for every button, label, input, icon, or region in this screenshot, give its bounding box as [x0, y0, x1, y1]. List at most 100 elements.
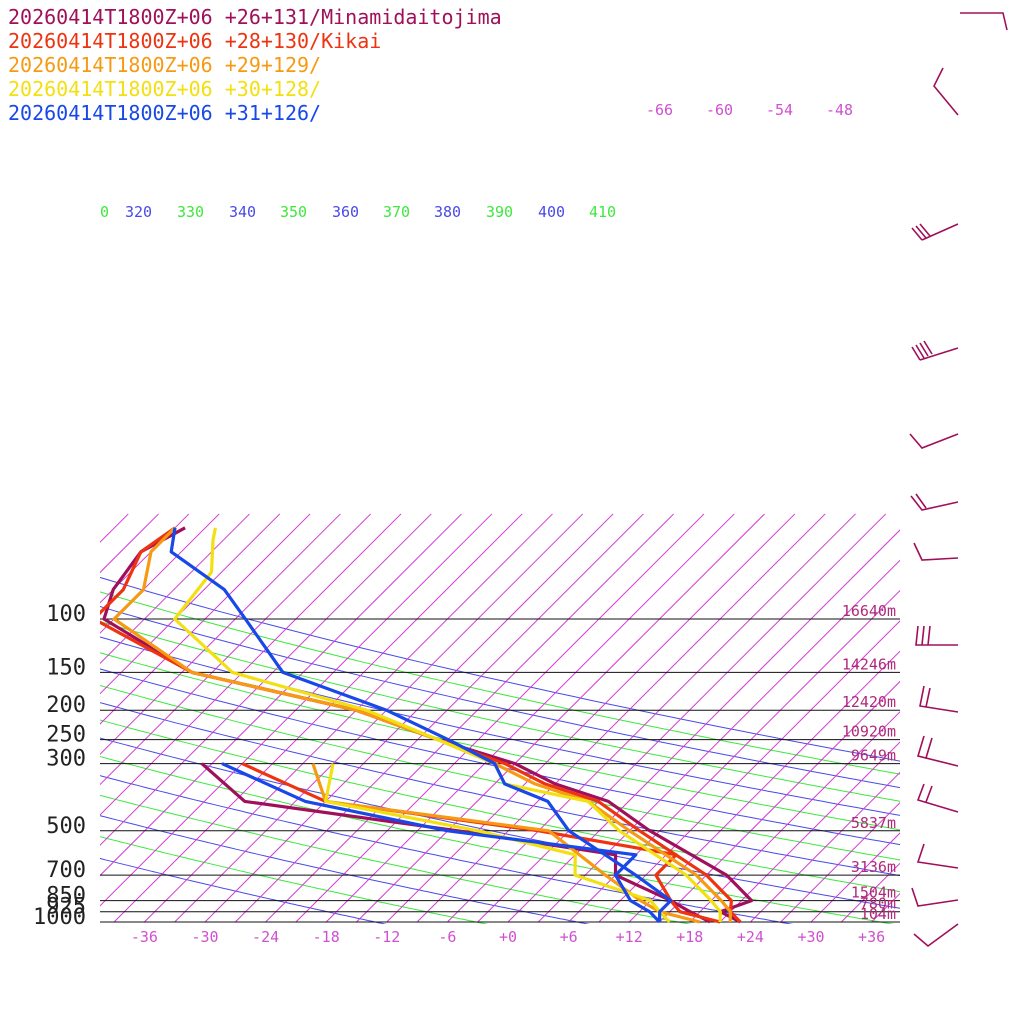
isotherm-line: [100, 513, 432, 846]
pressure-label: 250: [46, 723, 86, 748]
pressure-label: 500: [46, 814, 86, 839]
isotherm-line: [0, 514, 37, 922]
dry-adiabat-line: [100, 591, 900, 775]
dry-adiabat-line: [100, 636, 900, 816]
isotherm-line: [113, 513, 523, 923]
pressure-label: 925: [46, 895, 86, 920]
isotherm-line: [100, 513, 311, 725]
isotherm-line: [100, 513, 372, 786]
isotherm-line: [689, 711, 900, 923]
isotherm-line: [416, 513, 826, 923]
isotherm-line: [810, 832, 900, 923]
dewpoint-line--30-128: [324, 763, 671, 924]
isotherm-line: [234, 513, 644, 923]
dry-adiabat-line: [100, 621, 900, 802]
isotherm-line: [750, 771, 900, 923]
isotherm-line: [628, 650, 900, 923]
wind-barb: [911, 340, 959, 361]
isotherm-line: [659, 680, 900, 923]
wind-barb: [911, 887, 959, 907]
isotherm-line: [356, 513, 765, 923]
isotherm-line: [295, 513, 705, 923]
chart-legend: 20260414T1800Z+06 +26+131/Minamidaitojim…: [8, 5, 502, 125]
axis-labels: 100 16640m 150 14246m 200 12420m 250 10920m 300 9…: [33, 101, 896, 946]
theta-label: 330: [177, 203, 204, 221]
dry-adiabat-line: [100, 576, 900, 762]
dry-adiabat-line: [100, 857, 388, 924]
legend-entry: 20260414T1800Z+06 +29+129/: [8, 53, 321, 77]
wind-barb: [916, 735, 959, 767]
legend-entry: 20260414T1800Z+06 +28+130/Kikai: [8, 29, 381, 53]
dry-adiabat-line: [100, 815, 591, 924]
temperature-line-kikai: [100, 526, 742, 924]
theta-label: 410: [589, 203, 616, 221]
isotherm-line: [902, 514, 1024, 922]
wind-barb: [916, 843, 959, 869]
theta-label: 390: [486, 203, 513, 221]
legend-entry: 20260414T1800Z+06 +26+131/Minamidaitojim…: [8, 5, 502, 29]
theta-label: 360: [332, 203, 359, 221]
isotherm-line: [598, 620, 900, 923]
height-label: 5837m: [851, 814, 896, 832]
dry-adiabat-line: [100, 794, 692, 924]
pressure-label: 100: [46, 602, 86, 627]
height-label: 10920m: [842, 723, 896, 741]
height-label: 104m: [860, 905, 896, 923]
pressure-label: 200: [46, 693, 86, 718]
theta-label: 350: [280, 203, 307, 221]
theta-label: 0: [100, 203, 109, 221]
dry-adiabat-line: [100, 836, 489, 924]
temp-tick-label: +36: [858, 928, 885, 946]
legend-entry: 20260414T1800Z+06 +30+128/: [8, 77, 321, 101]
pressure-label: 850: [46, 884, 86, 909]
height-label: 9649m: [851, 747, 896, 765]
dry-adiabat-line: [100, 684, 900, 861]
wind-barb: [915, 625, 958, 646]
isotherm-label: -66: [646, 101, 673, 119]
temp-tick-label: -18: [313, 928, 340, 946]
temp-tick-label: -6: [438, 928, 456, 946]
isotherm-line: [447, 513, 856, 923]
temp-tick-label: +12: [616, 928, 643, 946]
temp-tick-label: +0: [499, 928, 517, 946]
wind-barb: [913, 542, 959, 561]
dry-adiabat-line: [100, 719, 900, 893]
theta-label: 380: [434, 203, 461, 221]
dry-adiabat-line: [100, 702, 900, 877]
dry-adiabat-line: [100, 606, 900, 789]
height-label: 1504m: [851, 884, 896, 902]
temperature-line--31-126: [169, 527, 673, 923]
isotherm-line: [780, 801, 900, 923]
wind-barb-column: [909, 12, 1008, 948]
dry-adiabat-line: [100, 775, 794, 924]
wind-barb: [913, 923, 959, 948]
height-label: 14246m: [842, 655, 896, 673]
pressure-label: 150: [46, 655, 86, 680]
temp-tick-label: -30: [191, 928, 218, 946]
wind-barb: [960, 12, 1008, 31]
sounding-series: [100, 526, 754, 924]
isotherm-line: [100, 513, 190, 604]
isotherm-line: [100, 513, 250, 665]
wind-barb: [919, 685, 959, 713]
temp-tick-label: +18: [676, 928, 703, 946]
temperature-line-minamidaitojima: [102, 526, 754, 924]
theta-label: 320: [125, 203, 152, 221]
height-label: 780m: [860, 895, 896, 913]
dry-adiabat-line: [100, 652, 900, 831]
theta-label: 340: [229, 203, 256, 221]
dry-adiabat-line: [100, 756, 895, 924]
pressure-label: 700: [46, 858, 86, 883]
pressure-label: 300: [46, 747, 86, 772]
theta-label: 370: [383, 203, 410, 221]
isotherm-line: [477, 513, 887, 923]
wind-barb: [933, 67, 959, 116]
isotherm-line: [265, 513, 675, 923]
isotherm-line: [100, 513, 341, 756]
wind-barb: [910, 493, 959, 511]
isotherm-line: [100, 513, 462, 877]
isotherm-line: [0, 514, 7, 922]
wind-barb: [909, 433, 959, 449]
dewpoint-line-minamidaitojima: [200, 762, 711, 924]
isotherm-line: [100, 513, 220, 634]
